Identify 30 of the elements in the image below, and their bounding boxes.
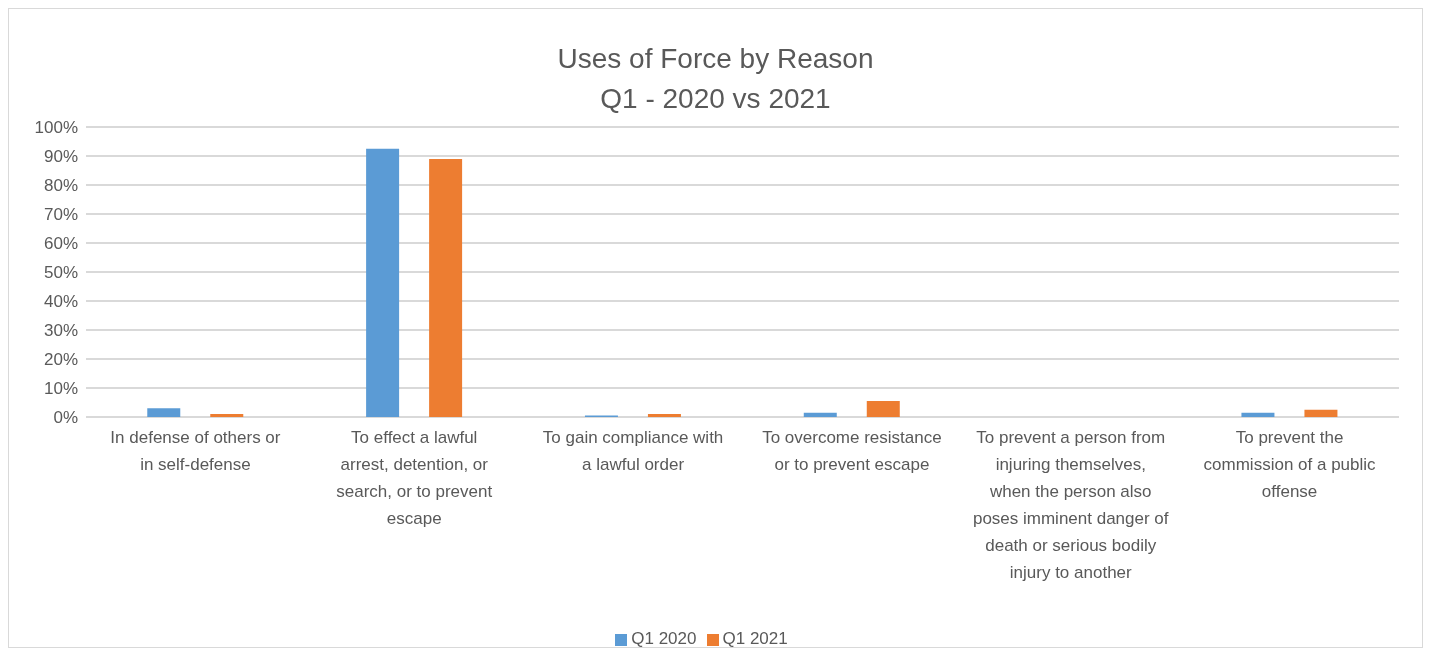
x-tick-label: To prevent a person from injuring themselves, when the person also poses imminent danger of death or serious bodily injury to another [972,428,1169,582]
bar [429,158,463,417]
bar [1241,412,1275,417]
bar [1304,409,1338,417]
x-tick-label: In defense of others or in self-defense [110,428,281,474]
x-tick-label: To overcome resistance or to prevent escape [762,428,942,474]
bar [803,412,837,417]
legend-label: Q1 2021 [722,629,788,648]
chart-subtitle: Q1 - 2020 vs 2021 [599,82,832,116]
y-tick-label: 70% [43,205,78,225]
chart-title: Uses of Force by Reason [556,42,875,76]
y-tick-label: 40% [43,292,78,312]
y-tick-label: 20% [43,350,78,370]
y-tick-label: 10% [43,379,78,399]
y-tick-label: 60% [43,234,78,254]
bar [647,414,681,417]
y-tick-label: 50% [43,263,78,283]
bar [366,148,400,417]
x-tick-label: To gain compliance with a lawful order [542,428,724,474]
y-tick-label: 30% [43,321,78,341]
bar [866,401,900,417]
bar [147,408,181,417]
y-tick-label: 80% [43,176,78,196]
x-tick-label: To prevent the commission of a public offense [1203,428,1377,501]
y-tick-label: 90% [43,147,78,167]
x-tick-label: To effect a lawful arrest, detention, or search, or to prevent escape [336,428,493,528]
y-tick-label: 100% [34,118,78,138]
y-tick-label: 0% [53,408,78,428]
bar [210,414,244,417]
legend-label: Q1 2020 [631,629,697,648]
